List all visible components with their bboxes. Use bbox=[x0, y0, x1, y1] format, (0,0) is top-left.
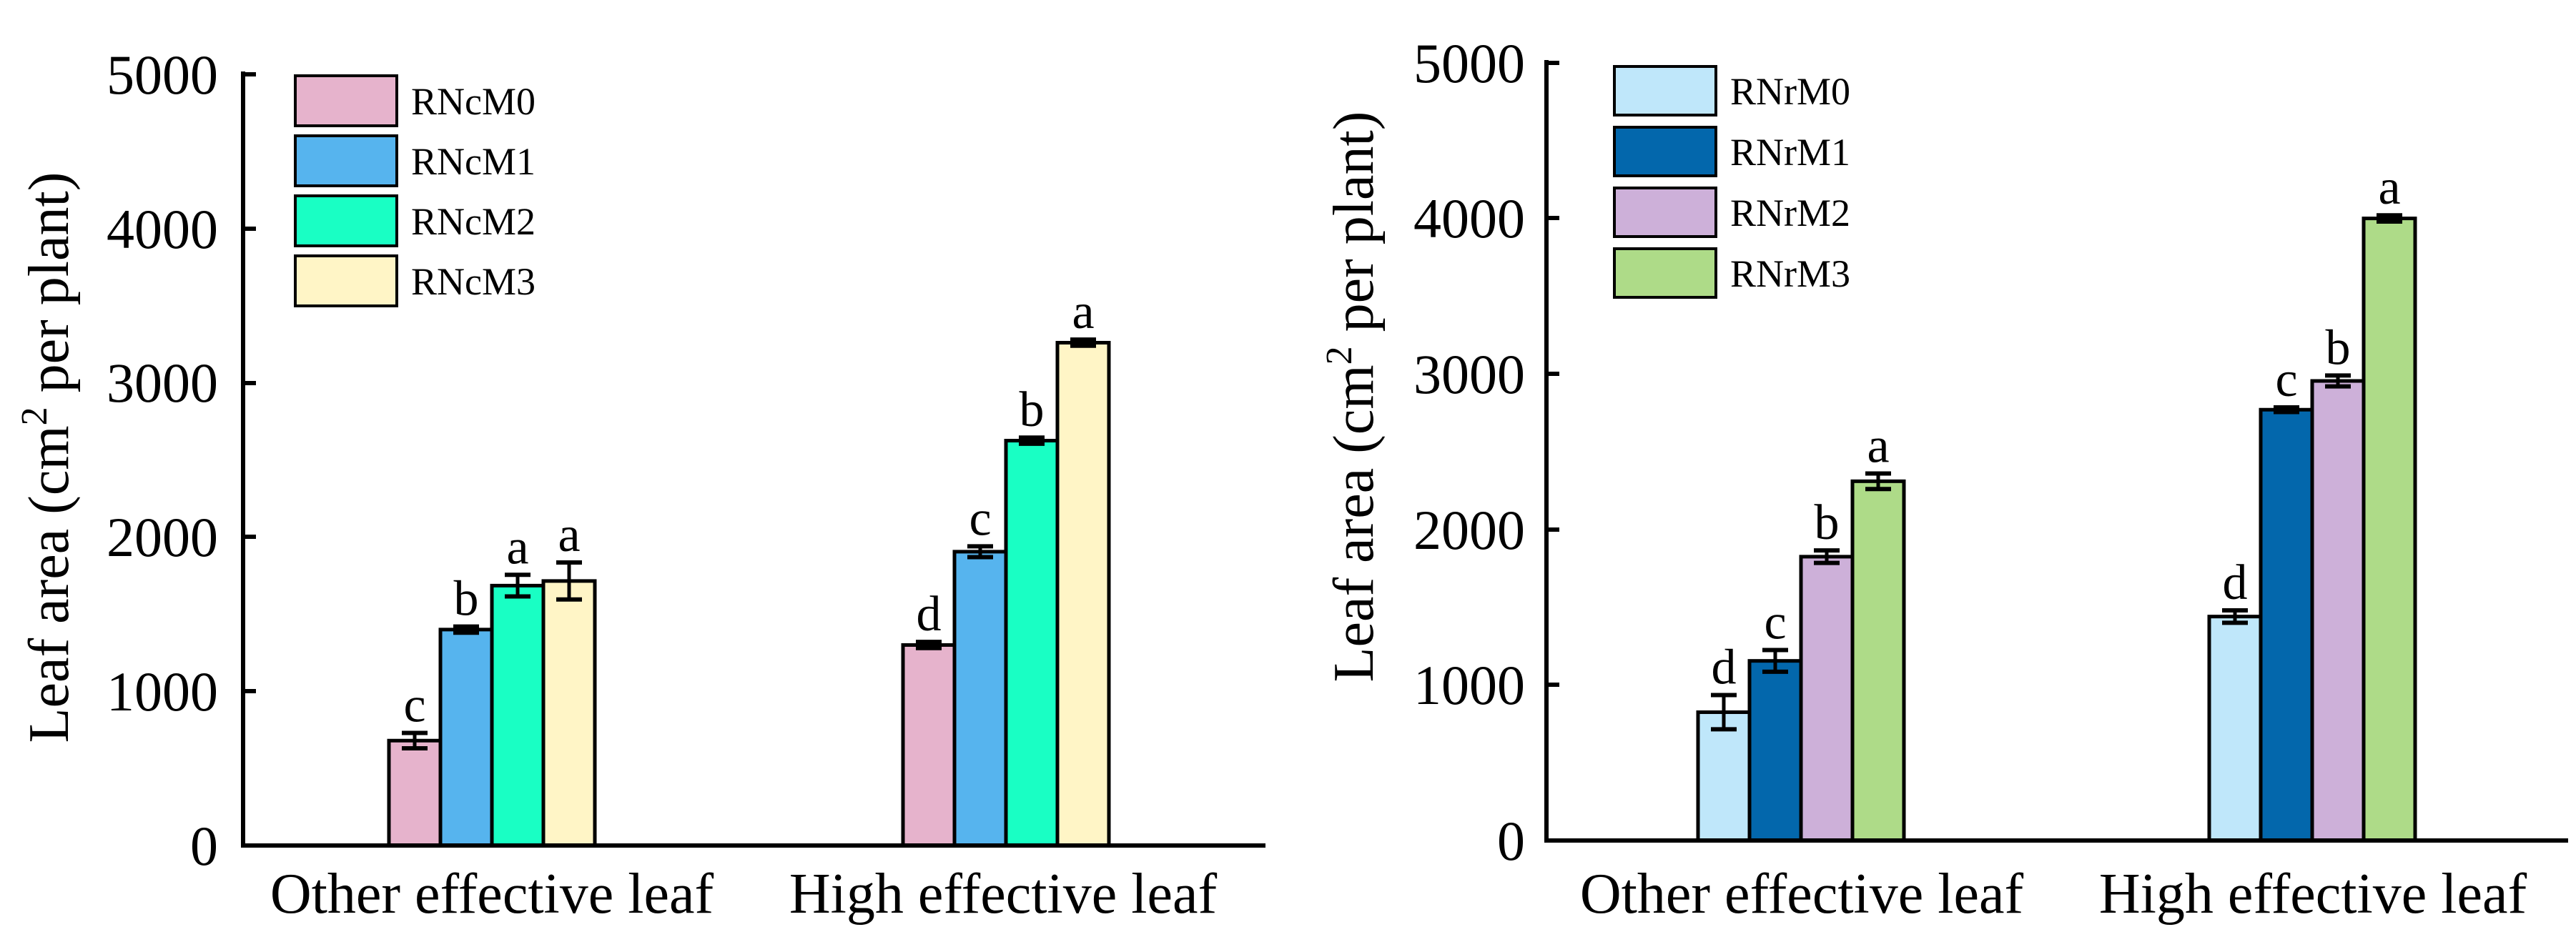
bar bbox=[1747, 659, 1803, 843]
legend-swatch bbox=[1613, 247, 1717, 299]
bar bbox=[1799, 555, 1855, 843]
significance-letter: b bbox=[1815, 495, 1840, 550]
legend-label: RNrM2 bbox=[1730, 192, 1850, 234]
x-category-label: High effective leaf bbox=[2099, 863, 2527, 926]
y-axis-label: Leaf area (cm2 per plant) bbox=[1319, 111, 1386, 683]
x-category-label: Other effective leaf bbox=[270, 863, 714, 926]
y-tick-label: 5000 bbox=[107, 44, 218, 106]
significance-letter: a bbox=[506, 520, 528, 575]
legend: RNrM0 RNrM1 RNrM2 RNrM3 bbox=[1613, 65, 1850, 299]
bar bbox=[2362, 217, 2417, 843]
significance-letter: b bbox=[2326, 320, 2351, 375]
legend-swatch bbox=[294, 134, 398, 187]
legend-label: RNrM0 bbox=[1730, 70, 1850, 113]
y-tick-label: 2000 bbox=[107, 506, 218, 568]
y-tick-label: 3000 bbox=[107, 352, 218, 414]
y-tick-label: 4000 bbox=[1413, 187, 1525, 249]
legend-label: RNcM0 bbox=[411, 80, 536, 123]
legend-item: RNcM0 bbox=[294, 74, 536, 127]
legend-item: RNrM2 bbox=[1613, 187, 1850, 238]
bar bbox=[1850, 479, 1906, 843]
significance-letter: c bbox=[1764, 595, 1786, 650]
bar bbox=[2207, 615, 2263, 843]
x-category-label: High effective leaf bbox=[789, 863, 1218, 926]
significance-letter: c bbox=[969, 491, 991, 546]
y-axis-label: Leaf area (cm2 per plant) bbox=[14, 172, 81, 743]
y-tick-label: 0 bbox=[190, 815, 218, 877]
x-category-labels: Other effective leaf High effective leaf bbox=[1580, 863, 2527, 926]
legend-swatch bbox=[294, 254, 398, 307]
significance-letter: d bbox=[1712, 640, 1737, 695]
y-tick-label: 1000 bbox=[107, 660, 218, 723]
legend-label: RNcM3 bbox=[411, 260, 536, 303]
y-tick-label: 5000 bbox=[1413, 32, 1525, 94]
bar bbox=[1055, 340, 1111, 848]
legend-label: RNrM1 bbox=[1730, 131, 1850, 174]
significance-letter: a bbox=[1072, 284, 1094, 339]
significance-letter: a bbox=[2378, 160, 2400, 215]
legend-swatch bbox=[294, 194, 398, 247]
legend-label: RNcM2 bbox=[411, 200, 536, 243]
significance-letter: c bbox=[403, 678, 425, 733]
bar bbox=[1004, 439, 1060, 848]
chart-panel-right: Leaf area (cm2 per plant) 0 1000 2000 30… bbox=[1319, 32, 2568, 926]
bar bbox=[901, 643, 957, 848]
y-tick-label: 0 bbox=[1497, 810, 1525, 872]
y-tick-label: 3000 bbox=[1413, 343, 1525, 405]
legend-item: RNcM3 bbox=[294, 254, 536, 307]
bar bbox=[2259, 407, 2314, 843]
legend-swatch bbox=[1613, 126, 1717, 177]
y-tick-label: 1000 bbox=[1413, 654, 1525, 716]
y-tick-label: 2000 bbox=[1413, 499, 1525, 561]
legend-item: RNrM3 bbox=[1613, 247, 1850, 299]
bar bbox=[438, 628, 494, 848]
significance-letter: b bbox=[1020, 382, 1045, 437]
legend-item: RNcM1 bbox=[294, 134, 536, 187]
legend-swatch bbox=[294, 74, 398, 127]
legend-swatch bbox=[1613, 187, 1717, 238]
bar bbox=[2310, 379, 2366, 843]
axes bbox=[1544, 60, 2568, 843]
axes bbox=[241, 71, 1265, 848]
x-category-labels: Other effective leaf High effective leaf bbox=[270, 863, 1218, 926]
legend-label: RNrM3 bbox=[1730, 252, 1850, 295]
significance-letter: a bbox=[558, 507, 580, 562]
y-tick-label: 4000 bbox=[107, 198, 218, 260]
legend-item: RNcM2 bbox=[294, 194, 536, 247]
y-tick-labels: 0 1000 2000 3000 4000 5000 bbox=[107, 44, 218, 877]
significance-letter: d bbox=[2223, 555, 2248, 610]
legend-item: RNrM0 bbox=[1613, 65, 1850, 116]
x-category-label: Other effective leaf bbox=[1580, 863, 2024, 926]
significance-letter: c bbox=[2275, 352, 2297, 407]
bar bbox=[541, 579, 597, 848]
bar bbox=[387, 738, 443, 848]
legend-item: RNrM1 bbox=[1613, 126, 1850, 177]
bar bbox=[952, 550, 1008, 848]
legend-swatch bbox=[1613, 65, 1717, 116]
bar bbox=[490, 583, 546, 848]
y-tick-labels: 0 1000 2000 3000 4000 5000 bbox=[1413, 32, 1525, 872]
legend-label: RNcM1 bbox=[411, 140, 536, 183]
significance-letter: a bbox=[1867, 418, 1889, 473]
legend: RNcM0 RNcM1 RNcM2 RNcM3 bbox=[294, 74, 536, 307]
chart-panel-left: Leaf area (cm2 per plant) 0 1000 2000 30… bbox=[14, 44, 1265, 926]
significance-letter: d bbox=[917, 587, 942, 642]
significance-letter: b bbox=[454, 572, 479, 627]
